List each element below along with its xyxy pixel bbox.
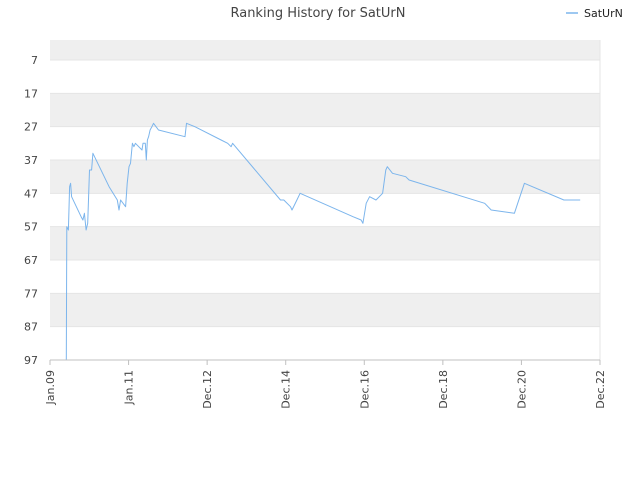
grid-band [50, 226, 600, 260]
y-tick-label: 67 [24, 254, 38, 267]
x-tick-label: Dec.22 [594, 370, 607, 409]
grid-band [50, 326, 600, 360]
x-tick-label: Jan.11 [123, 370, 136, 405]
chart-title: Ranking History for SatUrN [230, 6, 405, 21]
grid-band [50, 60, 600, 94]
grid-band [50, 40, 600, 60]
grid-band [50, 260, 600, 294]
grid-band [50, 193, 600, 227]
grid-band [50, 293, 600, 327]
y-tick-label: 27 [24, 121, 38, 134]
grid-band [50, 160, 600, 194]
x-tick-label: Dec.20 [515, 370, 528, 409]
grid-band [50, 126, 600, 160]
x-tick-label: Dec.14 [280, 370, 293, 409]
y-tick-label: 97 [24, 354, 38, 367]
x-tick-label: Jan.09 [44, 370, 57, 405]
y-tick-label: 47 [24, 187, 38, 200]
y-tick-label: 87 [24, 321, 38, 334]
x-tick-label: Dec.18 [437, 370, 450, 409]
y-tick-label: 7 [31, 54, 38, 67]
x-tick-label: Dec.12 [201, 370, 214, 409]
legend-label: SatUrN [584, 7, 623, 20]
y-tick-label: 17 [24, 87, 38, 100]
y-axis-ticks: 7 17 27 37 47 57 67 77 87 97 [24, 54, 38, 367]
grid-band [50, 93, 600, 127]
y-tick-label: 37 [24, 154, 38, 167]
y-tick-label: 77 [24, 287, 38, 300]
series-lines [65, 122, 581, 361]
grid-bands [50, 40, 600, 360]
y-tick-label: 57 [24, 221, 38, 234]
legend[interactable]: SatUrN [566, 7, 623, 20]
x-tick-label: Dec.16 [358, 370, 371, 409]
x-axis-ticks: Jan.09 Jan.11 Dec.12 Dec.14 Dec.16 Dec.18 Dec.… [44, 360, 607, 409]
series-line [65, 122, 581, 361]
